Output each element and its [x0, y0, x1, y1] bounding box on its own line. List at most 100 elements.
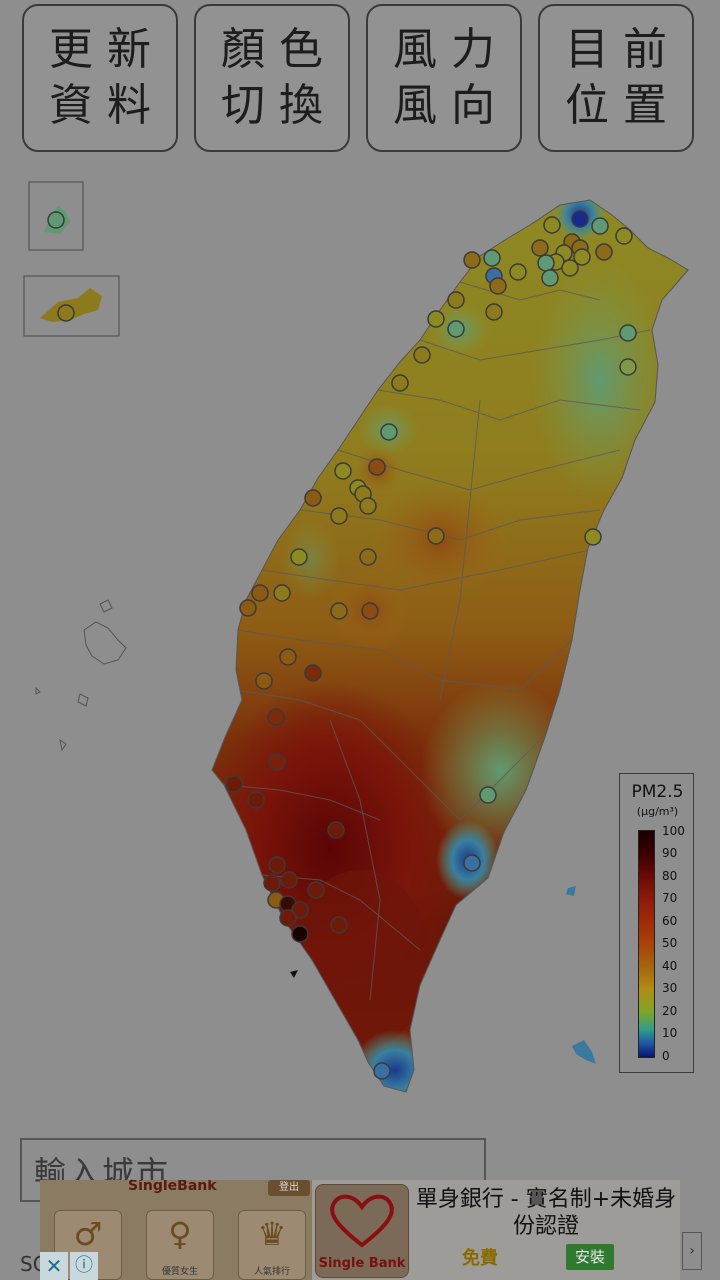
- station-marker[interactable]: [330, 916, 348, 934]
- current-location-button[interactable]: 目前 位置: [538, 4, 694, 152]
- matsu-inset: [23, 275, 120, 337]
- station-marker[interactable]: [615, 227, 633, 245]
- station-marker[interactable]: [543, 216, 561, 234]
- orchid-island: [572, 1040, 596, 1064]
- station-marker[interactable]: [251, 584, 269, 602]
- station-marker[interactable]: [359, 497, 377, 515]
- male-icon: ♂: [73, 1215, 103, 1253]
- station-marker[interactable]: [280, 871, 298, 889]
- color-toggle-button[interactable]: 顏色 切換: [194, 4, 350, 152]
- station-marker[interactable]: [279, 648, 297, 666]
- station-marker[interactable]: [427, 527, 445, 545]
- ad-free-label: 免費: [462, 1248, 498, 1269]
- station-marker[interactable]: [531, 239, 549, 257]
- color-toggle-label-line1: 顏色: [221, 24, 337, 75]
- legend-tick: 10: [662, 1026, 678, 1040]
- station-marker[interactable]: [334, 462, 352, 480]
- station-marker[interactable]: [359, 548, 377, 566]
- ad-title: 單身銀行 - 實名制+未婚身份認證: [415, 1187, 677, 1239]
- station-marker[interactable]: [463, 251, 481, 269]
- refresh-label-line2: 資料: [49, 80, 165, 131]
- legend-tick: 100: [662, 824, 685, 838]
- station-marker[interactable]: [373, 1062, 391, 1080]
- refresh-data-button[interactable]: 更新 資料: [22, 4, 178, 152]
- station-marker[interactable]: [361, 602, 379, 620]
- station-marker[interactable]: [537, 254, 555, 272]
- station-marker[interactable]: [427, 310, 445, 328]
- station-marker[interactable]: [47, 211, 65, 229]
- station-markers[interactable]: [47, 210, 637, 1080]
- station-marker[interactable]: [268, 856, 286, 874]
- pm25-legend: PM2.5 (μg/m³) 100 90 80 70 60 50 40 30 2…: [619, 773, 694, 1073]
- station-marker[interactable]: [571, 210, 589, 228]
- station-marker[interactable]: [307, 881, 325, 899]
- station-marker[interactable]: [479, 786, 497, 804]
- station-marker[interactable]: [255, 672, 273, 690]
- crown-icon: ♛: [257, 1215, 287, 1253]
- location-label-line1: 目前: [565, 24, 681, 75]
- station-marker[interactable]: [573, 248, 591, 266]
- station-marker[interactable]: [57, 304, 75, 322]
- station-marker[interactable]: [591, 217, 609, 235]
- ad-app-logo: Single Bank: [315, 1184, 409, 1278]
- station-marker[interactable]: [463, 854, 481, 872]
- ad-tile-label: 人氣排行: [253, 1267, 290, 1277]
- station-marker[interactable]: [561, 259, 579, 277]
- ad-install-button[interactable]: 安裝: [566, 1244, 614, 1270]
- station-marker[interactable]: [413, 346, 431, 364]
- station-marker[interactable]: [291, 901, 309, 919]
- ad-tile: ♀ 優質女生: [146, 1210, 214, 1280]
- station-marker[interactable]: [447, 320, 465, 338]
- station-marker[interactable]: [304, 489, 322, 507]
- chevron-right-icon[interactable]: ›: [682, 1232, 702, 1270]
- station-marker[interactable]: [267, 708, 285, 726]
- station-marker[interactable]: [291, 925, 309, 943]
- matsu-island: [40, 288, 102, 322]
- wind-label-line2: 風向: [393, 80, 509, 131]
- station-marker[interactable]: [304, 664, 322, 682]
- station-marker[interactable]: [483, 249, 501, 267]
- station-marker[interactable]: [263, 874, 281, 892]
- legend-tick: 30: [662, 981, 678, 995]
- station-marker[interactable]: [391, 374, 409, 392]
- station-marker[interactable]: [380, 423, 398, 441]
- legend-tick: 90: [662, 846, 678, 860]
- close-icon[interactable]: ✕: [40, 1252, 68, 1280]
- station-marker[interactable]: [330, 602, 348, 620]
- legend-tick: 40: [662, 959, 678, 973]
- station-marker[interactable]: [279, 909, 297, 927]
- station-marker[interactable]: [268, 753, 286, 771]
- station-marker[interactable]: [247, 791, 265, 809]
- station-marker[interactable]: [541, 269, 559, 287]
- station-marker[interactable]: [584, 528, 602, 546]
- station-marker[interactable]: [447, 291, 465, 309]
- station-marker[interactable]: [489, 277, 507, 295]
- ad-brand: SingleBank: [128, 1180, 217, 1194]
- wind-label-line1: 風力: [393, 24, 509, 75]
- taiwan-outline: [211, 199, 689, 1093]
- heart-icon: [330, 1194, 394, 1248]
- station-marker[interactable]: [330, 507, 348, 525]
- station-marker[interactable]: [290, 548, 308, 566]
- station-marker[interactable]: [225, 775, 243, 793]
- station-marker[interactable]: [485, 303, 503, 321]
- location-label-line2: 位置: [565, 80, 681, 131]
- legend-tick: 20: [662, 1004, 678, 1018]
- ad-tile: ♛ 人氣排行: [238, 1210, 306, 1280]
- station-marker[interactable]: [368, 458, 386, 476]
- station-marker[interactable]: [619, 358, 637, 376]
- station-marker[interactable]: [273, 584, 291, 602]
- station-marker[interactable]: [327, 821, 345, 839]
- station-marker[interactable]: [619, 324, 637, 342]
- kinmen-inset: [28, 181, 84, 251]
- info-icon[interactable]: ⓘ: [70, 1252, 98, 1280]
- legend-tick: 0: [662, 1049, 670, 1063]
- legend-unit: (μg/m³): [636, 805, 679, 818]
- ad-banner[interactable]: SingleBank 登出 ♂ ♀ 優質女生 ♛ 人氣排行 Single Ban…: [40, 1180, 680, 1280]
- station-marker[interactable]: [595, 243, 613, 261]
- penghu-islands: [35, 599, 127, 752]
- station-marker[interactable]: [509, 263, 527, 281]
- wind-direction-button[interactable]: 風力 風向: [366, 4, 522, 152]
- station-marker[interactable]: [239, 599, 257, 617]
